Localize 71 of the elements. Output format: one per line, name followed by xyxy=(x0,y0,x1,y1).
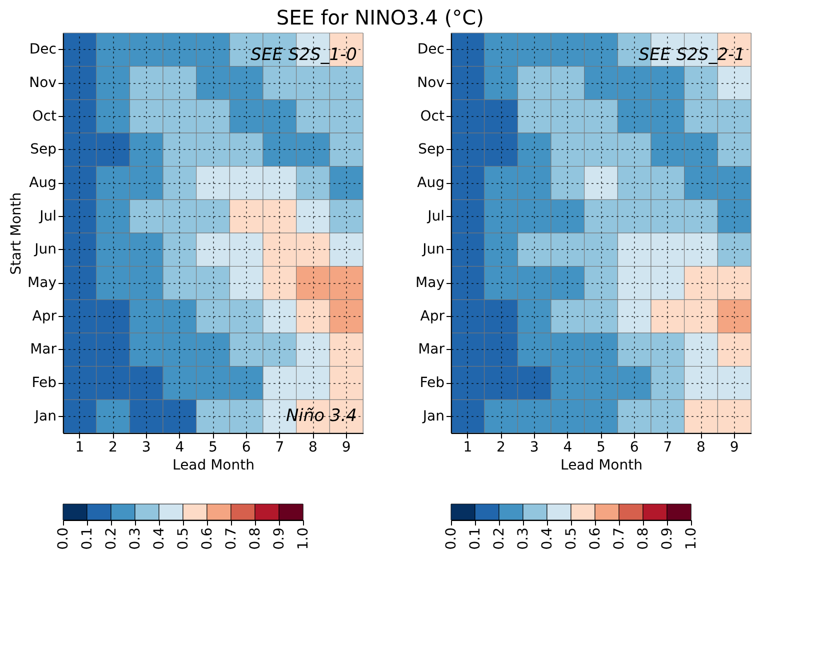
color-bar-label: 0.2 xyxy=(492,528,508,550)
color-bar-label: 0.1 xyxy=(80,528,96,550)
y-tick-label: Jul xyxy=(38,208,56,224)
y-tick-label: Jun xyxy=(422,242,444,258)
y-tick-label: Apr xyxy=(32,308,57,324)
x-tick-label: 8 xyxy=(696,440,706,456)
x-tick-label: 6 xyxy=(630,440,639,456)
y-tick-label: Jul xyxy=(426,208,444,224)
x-tick-label: 8 xyxy=(308,440,318,456)
color-bar-label: 0.6 xyxy=(588,527,604,550)
color-bar-label: 0.5 xyxy=(176,528,192,550)
color-bar-label: 0.9 xyxy=(660,528,676,550)
y-tick-label: Oct xyxy=(420,108,445,124)
color-bar-label: 0.4 xyxy=(152,527,168,550)
x-tick-label: 4 xyxy=(175,440,184,456)
x-tick-label: 7 xyxy=(663,440,672,456)
y-tick-label: Mar xyxy=(30,342,57,358)
x-tick-label: 7 xyxy=(275,440,284,456)
y-tick-label: Jan xyxy=(34,408,56,424)
x-tick-label: 2 xyxy=(496,440,506,456)
x-axis-title: Lead Month xyxy=(172,458,254,474)
color-bar-label: 0.8 xyxy=(636,528,652,550)
color-bar-label: 0.0 xyxy=(56,528,72,550)
color-bar-label: 0.4 xyxy=(540,527,556,550)
color-bar-label: 0.3 xyxy=(516,528,532,550)
color-bar-label: 0.8 xyxy=(248,528,264,550)
color-bar-label: 0.3 xyxy=(128,528,144,550)
x-tick-label: 1 xyxy=(75,440,84,456)
color-bar-label: 0.5 xyxy=(564,528,580,550)
color-bar-label: 0.7 xyxy=(612,528,628,550)
color-bar-label: 0.9 xyxy=(272,528,288,550)
y-tick-label: Oct xyxy=(32,108,57,124)
y-tick-label: Sep xyxy=(418,142,445,158)
x-tick-label: 9 xyxy=(730,440,739,456)
y-tick-label: Dec xyxy=(29,42,56,58)
y-tick-label: Mar xyxy=(418,342,445,358)
y-tick-label: May xyxy=(28,275,56,291)
x-tick-label: 3 xyxy=(142,440,151,456)
x-tick-label: 5 xyxy=(208,440,218,456)
y-tick-label: Sep xyxy=(30,142,57,158)
y-tick-label: Nov xyxy=(417,75,444,91)
y-axis-title: Start Month xyxy=(8,192,25,275)
color-bar-label: 1.0 xyxy=(296,528,312,550)
x-tick-label: 6 xyxy=(242,440,251,456)
x-tick-label: 9 xyxy=(342,440,351,456)
color-bar-label: 0.7 xyxy=(224,528,240,550)
x-axis-title: Lead Month xyxy=(560,458,642,474)
color-bar-label: 1.0 xyxy=(684,528,700,550)
x-tick-label: 3 xyxy=(530,440,539,456)
y-tick-label: Feb xyxy=(32,375,57,391)
annotation: SEE S2S_2-1 xyxy=(638,45,745,65)
y-tick-label: Nov xyxy=(29,75,56,91)
x-tick-label: 1 xyxy=(463,440,472,456)
color-bar-label: 0.0 xyxy=(444,528,460,550)
x-tick-label: 4 xyxy=(563,440,572,456)
y-tick-label: May xyxy=(416,275,444,291)
y-tick-label: Apr xyxy=(420,308,445,324)
x-tick-label: 5 xyxy=(596,440,606,456)
y-tick-label: Aug xyxy=(417,175,444,191)
y-tick-label: Dec xyxy=(417,42,444,58)
y-tick-label: Jan xyxy=(422,408,444,424)
y-tick-label: Aug xyxy=(29,175,56,191)
color-bar-label: 0.2 xyxy=(104,528,120,550)
y-tick-label: Jun xyxy=(34,242,56,258)
x-tick-label: 2 xyxy=(108,440,118,456)
color-bar-label: 0.6 xyxy=(200,527,216,550)
color-bar-label: 0.1 xyxy=(468,528,484,550)
annotation: SEE S2S_1-0 xyxy=(250,45,357,65)
y-tick-label: Feb xyxy=(420,375,445,391)
chart-title: SEE for NINO3.4 (°C) xyxy=(276,5,484,30)
annotation: Niño 3.4 xyxy=(286,406,357,426)
